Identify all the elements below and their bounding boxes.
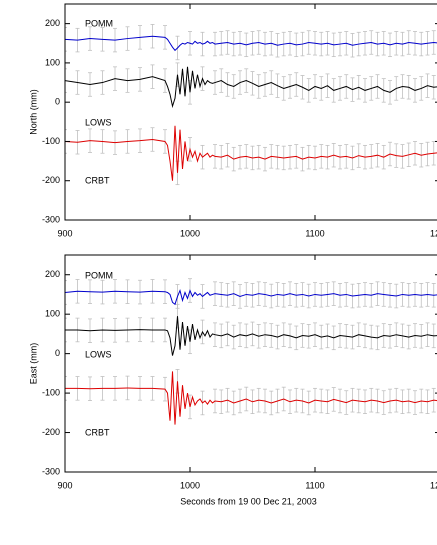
error-bar xyxy=(65,317,67,343)
plot-area xyxy=(65,24,437,186)
y-tick-label: -300 xyxy=(42,214,60,224)
y-axis-label: East (mm) xyxy=(28,343,38,385)
x-tick-label: 900 xyxy=(57,228,72,238)
series-line xyxy=(65,35,437,52)
error-bar xyxy=(65,129,67,154)
y-tick-label: 100 xyxy=(45,57,60,67)
x-tick-label: 1200 xyxy=(430,480,437,490)
y-tick-label: -200 xyxy=(42,427,60,437)
x-tick-label: 1000 xyxy=(180,480,200,490)
plot-frame xyxy=(64,254,437,473)
y-tick-label: -200 xyxy=(42,175,60,185)
series-label: CRBT xyxy=(85,427,110,437)
y-tick-label: -100 xyxy=(42,136,60,146)
error-bar xyxy=(65,68,67,93)
series-line xyxy=(65,66,437,109)
y-tick-label: 0 xyxy=(55,348,60,358)
series-label: LOWS xyxy=(85,117,112,127)
y-axis-label: North (mm) xyxy=(28,89,38,135)
y-tick-label: 100 xyxy=(45,309,60,319)
x-tick-label: 1200 xyxy=(430,228,437,238)
y-tick-label: 200 xyxy=(45,18,60,28)
x-tick-label: 1100 xyxy=(305,228,324,238)
error-bar xyxy=(65,280,67,305)
y-tick-label: -100 xyxy=(42,387,60,397)
y-tick-label: 0 xyxy=(55,97,60,107)
series-label: LOWS xyxy=(85,349,112,359)
error-bar xyxy=(65,27,67,52)
x-tick-label: 900 xyxy=(57,480,72,490)
error-bar xyxy=(65,376,67,401)
y-tick-label: -300 xyxy=(42,466,60,476)
series-line xyxy=(65,125,437,181)
plot-area xyxy=(65,278,437,425)
series-line xyxy=(65,288,437,306)
x-tick-label: 1000 xyxy=(180,228,200,238)
plot-frame xyxy=(64,3,437,221)
series-label: CRBT xyxy=(85,175,110,185)
series-label: POMM xyxy=(85,18,113,28)
series-line xyxy=(65,371,437,425)
x-axis-label: Seconds from 19 00 Dec 21, 2003 xyxy=(180,496,317,506)
series-line xyxy=(65,316,437,356)
series-label: POMM xyxy=(85,270,113,280)
y-tick-label: 200 xyxy=(45,269,60,279)
x-tick-label: 1100 xyxy=(305,480,324,490)
